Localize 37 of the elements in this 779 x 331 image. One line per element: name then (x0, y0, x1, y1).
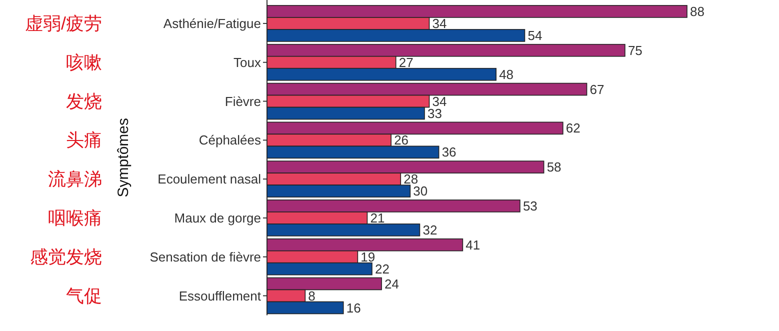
y-tick-label: Essoufflement (178, 288, 262, 304)
data-label: 27 (398, 54, 414, 70)
text: 头痛 (66, 130, 102, 150)
data-label: 24 (384, 276, 400, 292)
data-label: 48 (499, 66, 514, 82)
y-tick-label: Céphalées (198, 132, 262, 148)
y-tick-label: Asthénie/Fatigue (163, 16, 261, 31)
data-label: 21 (370, 210, 385, 226)
data-label: 54 (528, 28, 542, 43)
data-label: 75 (628, 42, 642, 58)
data-label: 32 (422, 222, 438, 238)
text: 咳嗽 (66, 52, 102, 72)
data-label: 36 (442, 144, 456, 160)
text: 流鼻涕 (48, 169, 102, 190)
text: 发烧 (66, 91, 102, 112)
data-label: 22 (375, 261, 390, 276)
data-label: 88 (690, 4, 704, 19)
data-label: 58 (546, 160, 562, 175)
text: 咽喉痛 (48, 208, 102, 228)
data-label: 16 (346, 300, 361, 316)
data-label: 34 (432, 16, 447, 31)
data-label: 62 (566, 120, 580, 136)
text: 感觉发烧 (30, 246, 102, 267)
data-label: 19 (360, 249, 376, 264)
y-axis-title: Symptômes (115, 118, 132, 198)
y-tick-label: Fièvre (224, 94, 261, 109)
y-tick-label: Toux (234, 54, 262, 70)
data-label: 53 (522, 198, 538, 214)
data-label: 26 (394, 132, 409, 148)
text: 气促 (66, 286, 102, 306)
y-tick-label: Ecoulement nasal (158, 172, 262, 187)
text: 虚弱/疲劳 (24, 13, 102, 34)
y-tick-label: Sensation de fièvre (150, 249, 261, 264)
data-label: 41 (466, 237, 480, 252)
data-label: 8 (308, 288, 316, 304)
y-tick-label: Maux de gorge (174, 210, 261, 226)
data-label: 67 (590, 82, 604, 97)
